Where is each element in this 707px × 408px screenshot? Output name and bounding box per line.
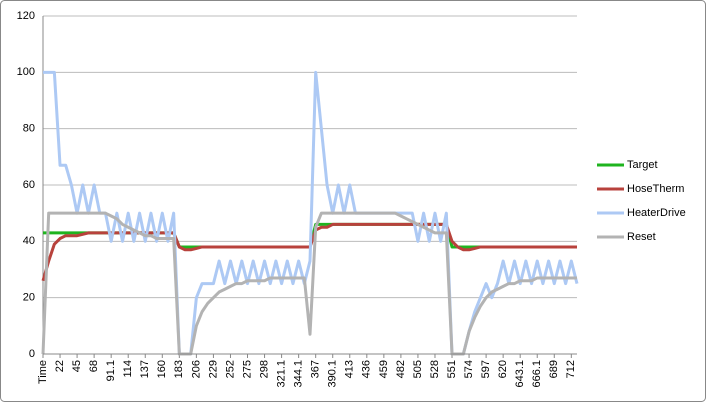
x-tick-label: 459 <box>378 360 390 378</box>
y-tick-label: 80 <box>23 123 35 135</box>
x-tick-label: 229 <box>207 360 219 378</box>
x-tick-label: 137 <box>139 360 151 378</box>
series-line <box>43 70 579 356</box>
legend-label: HoseTherm <box>627 183 684 195</box>
x-tick-label: 574 <box>463 360 475 378</box>
x-tick-label: 160 <box>156 360 168 378</box>
x-tick-label: 298 <box>258 360 270 378</box>
y-tick-label: 40 <box>23 235 35 247</box>
x-tick-label: 22 <box>54 360 66 372</box>
series-line <box>41 211 577 356</box>
y-tick-label: 20 <box>23 292 35 304</box>
x-tick-label: 689 <box>548 360 560 378</box>
x-tick-label: 413 <box>344 360 356 378</box>
legend-label: Target <box>627 159 658 171</box>
x-tick-label: 275 <box>241 360 253 378</box>
x-tick-label: 114 <box>122 360 134 378</box>
x-tick-label: 252 <box>224 360 236 378</box>
y-tick-label: 120 <box>17 10 35 22</box>
x-tick-label: 666.1 <box>531 360 543 388</box>
legend-label: HeaterDrive <box>627 207 686 219</box>
x-tick-label: 551 <box>446 360 458 378</box>
x-tick-label: Time <box>37 360 49 384</box>
x-tick-label: 183 <box>173 360 185 378</box>
x-tick-label: 206 <box>190 360 202 378</box>
x-tick-label: 643.1 <box>514 360 526 388</box>
x-tick-label: 712 <box>565 360 577 378</box>
x-tick-label: 91.1 <box>105 360 117 381</box>
x-tick-label: 344.1 <box>293 360 305 388</box>
x-tick-label: 597 <box>480 360 492 378</box>
x-tick-label: 505 <box>412 360 424 378</box>
x-tick-label: 45 <box>71 360 83 372</box>
y-tick-label: 0 <box>29 348 35 360</box>
legend-label: Reset <box>627 231 656 243</box>
x-tick-label: 68 <box>88 360 100 372</box>
x-tick-label: 482 <box>395 360 407 378</box>
x-tick-label: 436 <box>361 360 373 378</box>
y-tick-label: 60 <box>23 179 35 191</box>
x-tick-label: 620 <box>497 360 509 378</box>
y-tick-label: 100 <box>17 66 35 78</box>
x-tick-label: 528 <box>429 360 441 378</box>
x-tick-label: 367 <box>310 360 322 378</box>
x-tick-label: 390.1 <box>327 360 339 388</box>
x-tick-label: 321.1 <box>276 360 288 388</box>
